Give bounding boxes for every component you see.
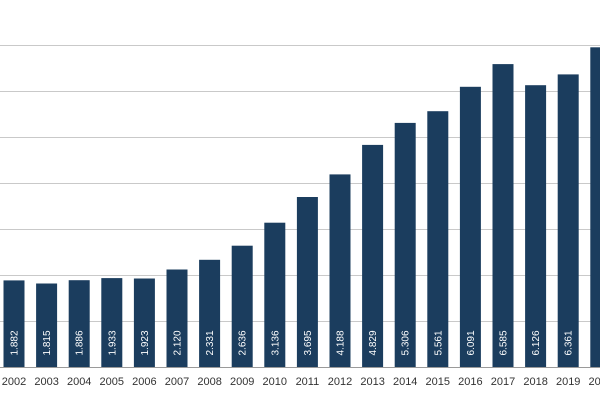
bar-value-label: 4.829 bbox=[368, 330, 379, 355]
x-tick-label: 2011 bbox=[296, 376, 320, 388]
bar-value-label: 6.361 bbox=[564, 330, 575, 355]
value-labels: 1.882 1.815 1.886 1.933 1.923 2.120 2.331 2.636… bbox=[10, 330, 575, 355]
x-tick-label: 2007 bbox=[165, 376, 189, 388]
bar bbox=[492, 64, 514, 367]
x-tick-label: 2012 bbox=[328, 376, 352, 388]
bar bbox=[3, 280, 25, 367]
x-tick-label: 2014 bbox=[393, 376, 417, 388]
x-tick-label: 2017 bbox=[491, 376, 515, 388]
x-tick-label: 2003 bbox=[34, 376, 58, 388]
bar bbox=[101, 278, 123, 367]
x-tick-label: 2018 bbox=[523, 376, 547, 388]
bar bbox=[525, 85, 547, 367]
bar bbox=[590, 47, 600, 368]
bar bbox=[362, 144, 384, 367]
x-tick-label: 2008 bbox=[197, 376, 221, 388]
bar bbox=[133, 278, 155, 367]
bar-value-label: 4.188 bbox=[336, 330, 347, 355]
bar bbox=[264, 222, 286, 367]
bar bbox=[459, 86, 481, 368]
bar-value-label: 3.695 bbox=[303, 330, 314, 355]
bar bbox=[296, 197, 318, 367]
bar-value-label: 5.561 bbox=[433, 330, 444, 355]
bar bbox=[329, 174, 351, 367]
x-tick-label: 2009 bbox=[230, 376, 254, 388]
bar bbox=[427, 111, 449, 367]
bar bbox=[166, 269, 188, 367]
bar-value-label: 3.136 bbox=[270, 330, 281, 355]
x-tick-label: 2020 bbox=[589, 376, 600, 388]
x-axis-tick-labels: 2002 2003 2004 2005 2006 2007 2008 2009 2010 2011… bbox=[2, 376, 600, 388]
bar-value-label: 2.120 bbox=[173, 330, 184, 355]
x-tick-label: 2004 bbox=[67, 376, 91, 388]
bar bbox=[36, 283, 58, 367]
x-tick-label: 2015 bbox=[426, 376, 450, 388]
x-tick-label: 2013 bbox=[360, 376, 384, 388]
x-tick-label: 2010 bbox=[263, 376, 287, 388]
bar-value-label: 1.923 bbox=[140, 330, 151, 355]
bar-value-label: 6.126 bbox=[531, 330, 542, 355]
bars bbox=[3, 47, 600, 368]
bar-value-label: 6.585 bbox=[499, 330, 510, 355]
bar-value-label: 2.331 bbox=[205, 330, 216, 355]
bar-value-label: 5.306 bbox=[401, 330, 412, 355]
bar-value-label: 1.815 bbox=[42, 330, 53, 355]
x-tick-label: 2005 bbox=[100, 376, 124, 388]
bar bbox=[68, 280, 90, 367]
bar bbox=[199, 259, 221, 367]
x-tick-label: 2016 bbox=[458, 376, 482, 388]
x-tick-label: 2019 bbox=[556, 376, 580, 388]
bar bbox=[557, 74, 579, 368]
bar-value-label: 6.091 bbox=[466, 330, 477, 355]
x-tick-label: 2002 bbox=[2, 376, 26, 388]
bar-value-label: 1.886 bbox=[75, 330, 86, 355]
bar-value-label: 2.636 bbox=[238, 330, 249, 355]
bar-value-label: 1.933 bbox=[107, 330, 118, 355]
bar bbox=[231, 245, 253, 367]
bar bbox=[394, 122, 416, 368]
x-tick-label: 2006 bbox=[132, 376, 156, 388]
bar-value-label: 1.882 bbox=[10, 330, 21, 355]
